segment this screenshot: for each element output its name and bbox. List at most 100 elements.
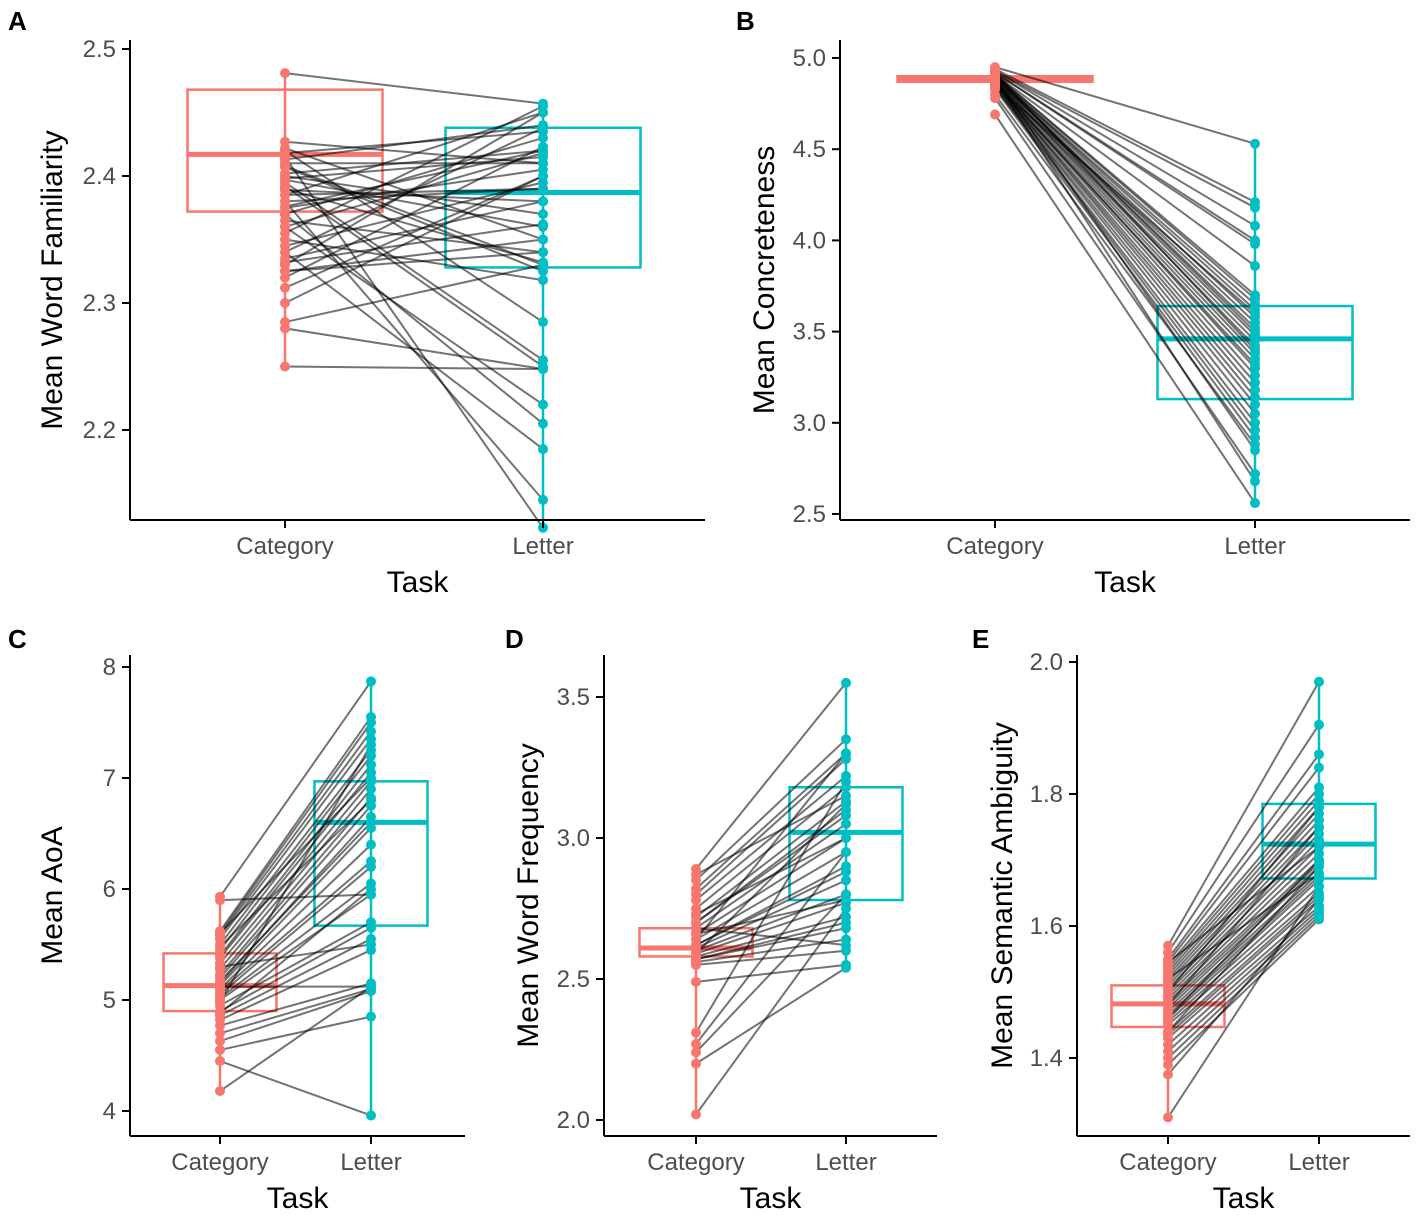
pair-line <box>219 805 372 979</box>
point-letter <box>366 717 376 728</box>
point-letter <box>366 676 376 687</box>
x-tick-label: Category <box>236 533 333 560</box>
point-letter <box>366 759 376 770</box>
pair-line <box>219 749 372 946</box>
point-letter <box>366 939 376 950</box>
panel-letter: C <box>8 624 27 654</box>
pair-line <box>284 156 544 529</box>
point-letter <box>1250 468 1260 479</box>
data-points <box>215 676 376 1121</box>
y-axis-title: Mean Concreteness <box>748 146 781 414</box>
paired-lines <box>1167 681 1320 1118</box>
point-category <box>1163 987 1173 997</box>
y-tick-label: 1.6 <box>1030 913 1063 940</box>
data-points <box>990 62 1260 509</box>
point-category <box>280 201 290 212</box>
pair-line <box>994 75 1256 318</box>
pair-line <box>695 758 847 896</box>
point-category <box>280 221 290 232</box>
pair-line <box>695 800 847 918</box>
pair-line <box>994 73 1256 267</box>
x-tick-label: Letter <box>815 1149 876 1176</box>
point-category <box>691 976 701 987</box>
y-tick-label: 6 <box>103 876 116 903</box>
pair-line <box>1167 681 1320 947</box>
point-letter <box>1314 749 1324 760</box>
pair-line <box>219 949 372 1021</box>
pair-line <box>284 213 544 425</box>
point-letter <box>841 677 851 688</box>
point-category <box>691 1047 701 1058</box>
y-tick-label: 4.0 <box>793 227 826 254</box>
point-letter <box>538 145 548 156</box>
point-letter <box>366 981 376 992</box>
point-letter <box>1250 370 1260 381</box>
pair-line <box>219 987 372 1035</box>
x-tick-label: Category <box>171 1149 268 1176</box>
point-letter <box>366 750 376 761</box>
point-letter <box>538 317 548 328</box>
pair-line <box>695 921 847 961</box>
point-category <box>215 1020 225 1031</box>
pair-line <box>695 893 847 1054</box>
point-letter <box>841 776 851 787</box>
point-letter <box>538 275 548 286</box>
pair-line <box>284 238 544 282</box>
point-category <box>691 875 701 886</box>
point-letter <box>841 734 851 745</box>
point-category <box>280 184 290 195</box>
pair-line <box>994 82 1256 366</box>
x-axis-title: Task <box>1094 566 1157 599</box>
point-letter <box>841 875 851 886</box>
pair-line <box>994 113 1256 504</box>
pair-line <box>219 680 372 898</box>
point-letter <box>1250 308 1260 319</box>
pair-line <box>219 985 372 1092</box>
pair-line <box>1167 885 1320 1023</box>
pair-line <box>1167 859 1320 1020</box>
point-category <box>280 68 290 79</box>
pair-line <box>695 899 847 935</box>
point-letter <box>538 234 548 245</box>
point-letter <box>841 748 851 759</box>
pair-line <box>994 68 1256 203</box>
pair-line <box>284 149 544 175</box>
pair-line <box>695 837 847 935</box>
point-category <box>280 361 290 372</box>
point-letter <box>1250 384 1260 395</box>
point-category <box>215 1028 225 1039</box>
point-category <box>691 1027 701 1038</box>
pair-line <box>994 84 1256 315</box>
panel-letter: D <box>505 624 524 654</box>
point-letter <box>1250 239 1260 250</box>
pair-line <box>994 93 1256 446</box>
point-letter <box>1314 868 1324 879</box>
point-letter <box>366 773 376 783</box>
panel-b: B 2.5 3.0 3.5 4.0 4.5 5.0 Category Letter Task Mea… <box>736 6 1410 599</box>
point-category <box>215 1036 225 1047</box>
point-letter <box>1250 344 1260 355</box>
pair-line <box>219 943 372 968</box>
pair-line <box>219 797 372 976</box>
x-tick-label: Category <box>647 1149 744 1176</box>
point-letter <box>1314 894 1324 905</box>
pair-line <box>695 927 847 947</box>
pair-line <box>284 166 544 273</box>
y-tick-label: 4.5 <box>793 136 826 163</box>
point-letter <box>841 866 851 877</box>
point-category <box>1163 1069 1173 1080</box>
panel-e: E 1.4 1.6 1.8 2.0 Category Letter Task Mean Sema… <box>972 624 1410 1215</box>
pair-line <box>219 764 372 957</box>
panel-letter: B <box>736 6 755 36</box>
point-letter <box>1250 425 1260 436</box>
point-letter <box>538 219 548 230</box>
pair-line <box>284 188 544 203</box>
data-points <box>691 677 851 1120</box>
pair-line <box>219 938 372 1017</box>
y-tick-label: 5.0 <box>793 45 826 72</box>
pair-line <box>284 175 544 304</box>
pair-line <box>219 721 372 934</box>
pair-line <box>1167 912 1320 1053</box>
point-letter <box>841 799 851 810</box>
point-letter <box>1250 138 1260 149</box>
